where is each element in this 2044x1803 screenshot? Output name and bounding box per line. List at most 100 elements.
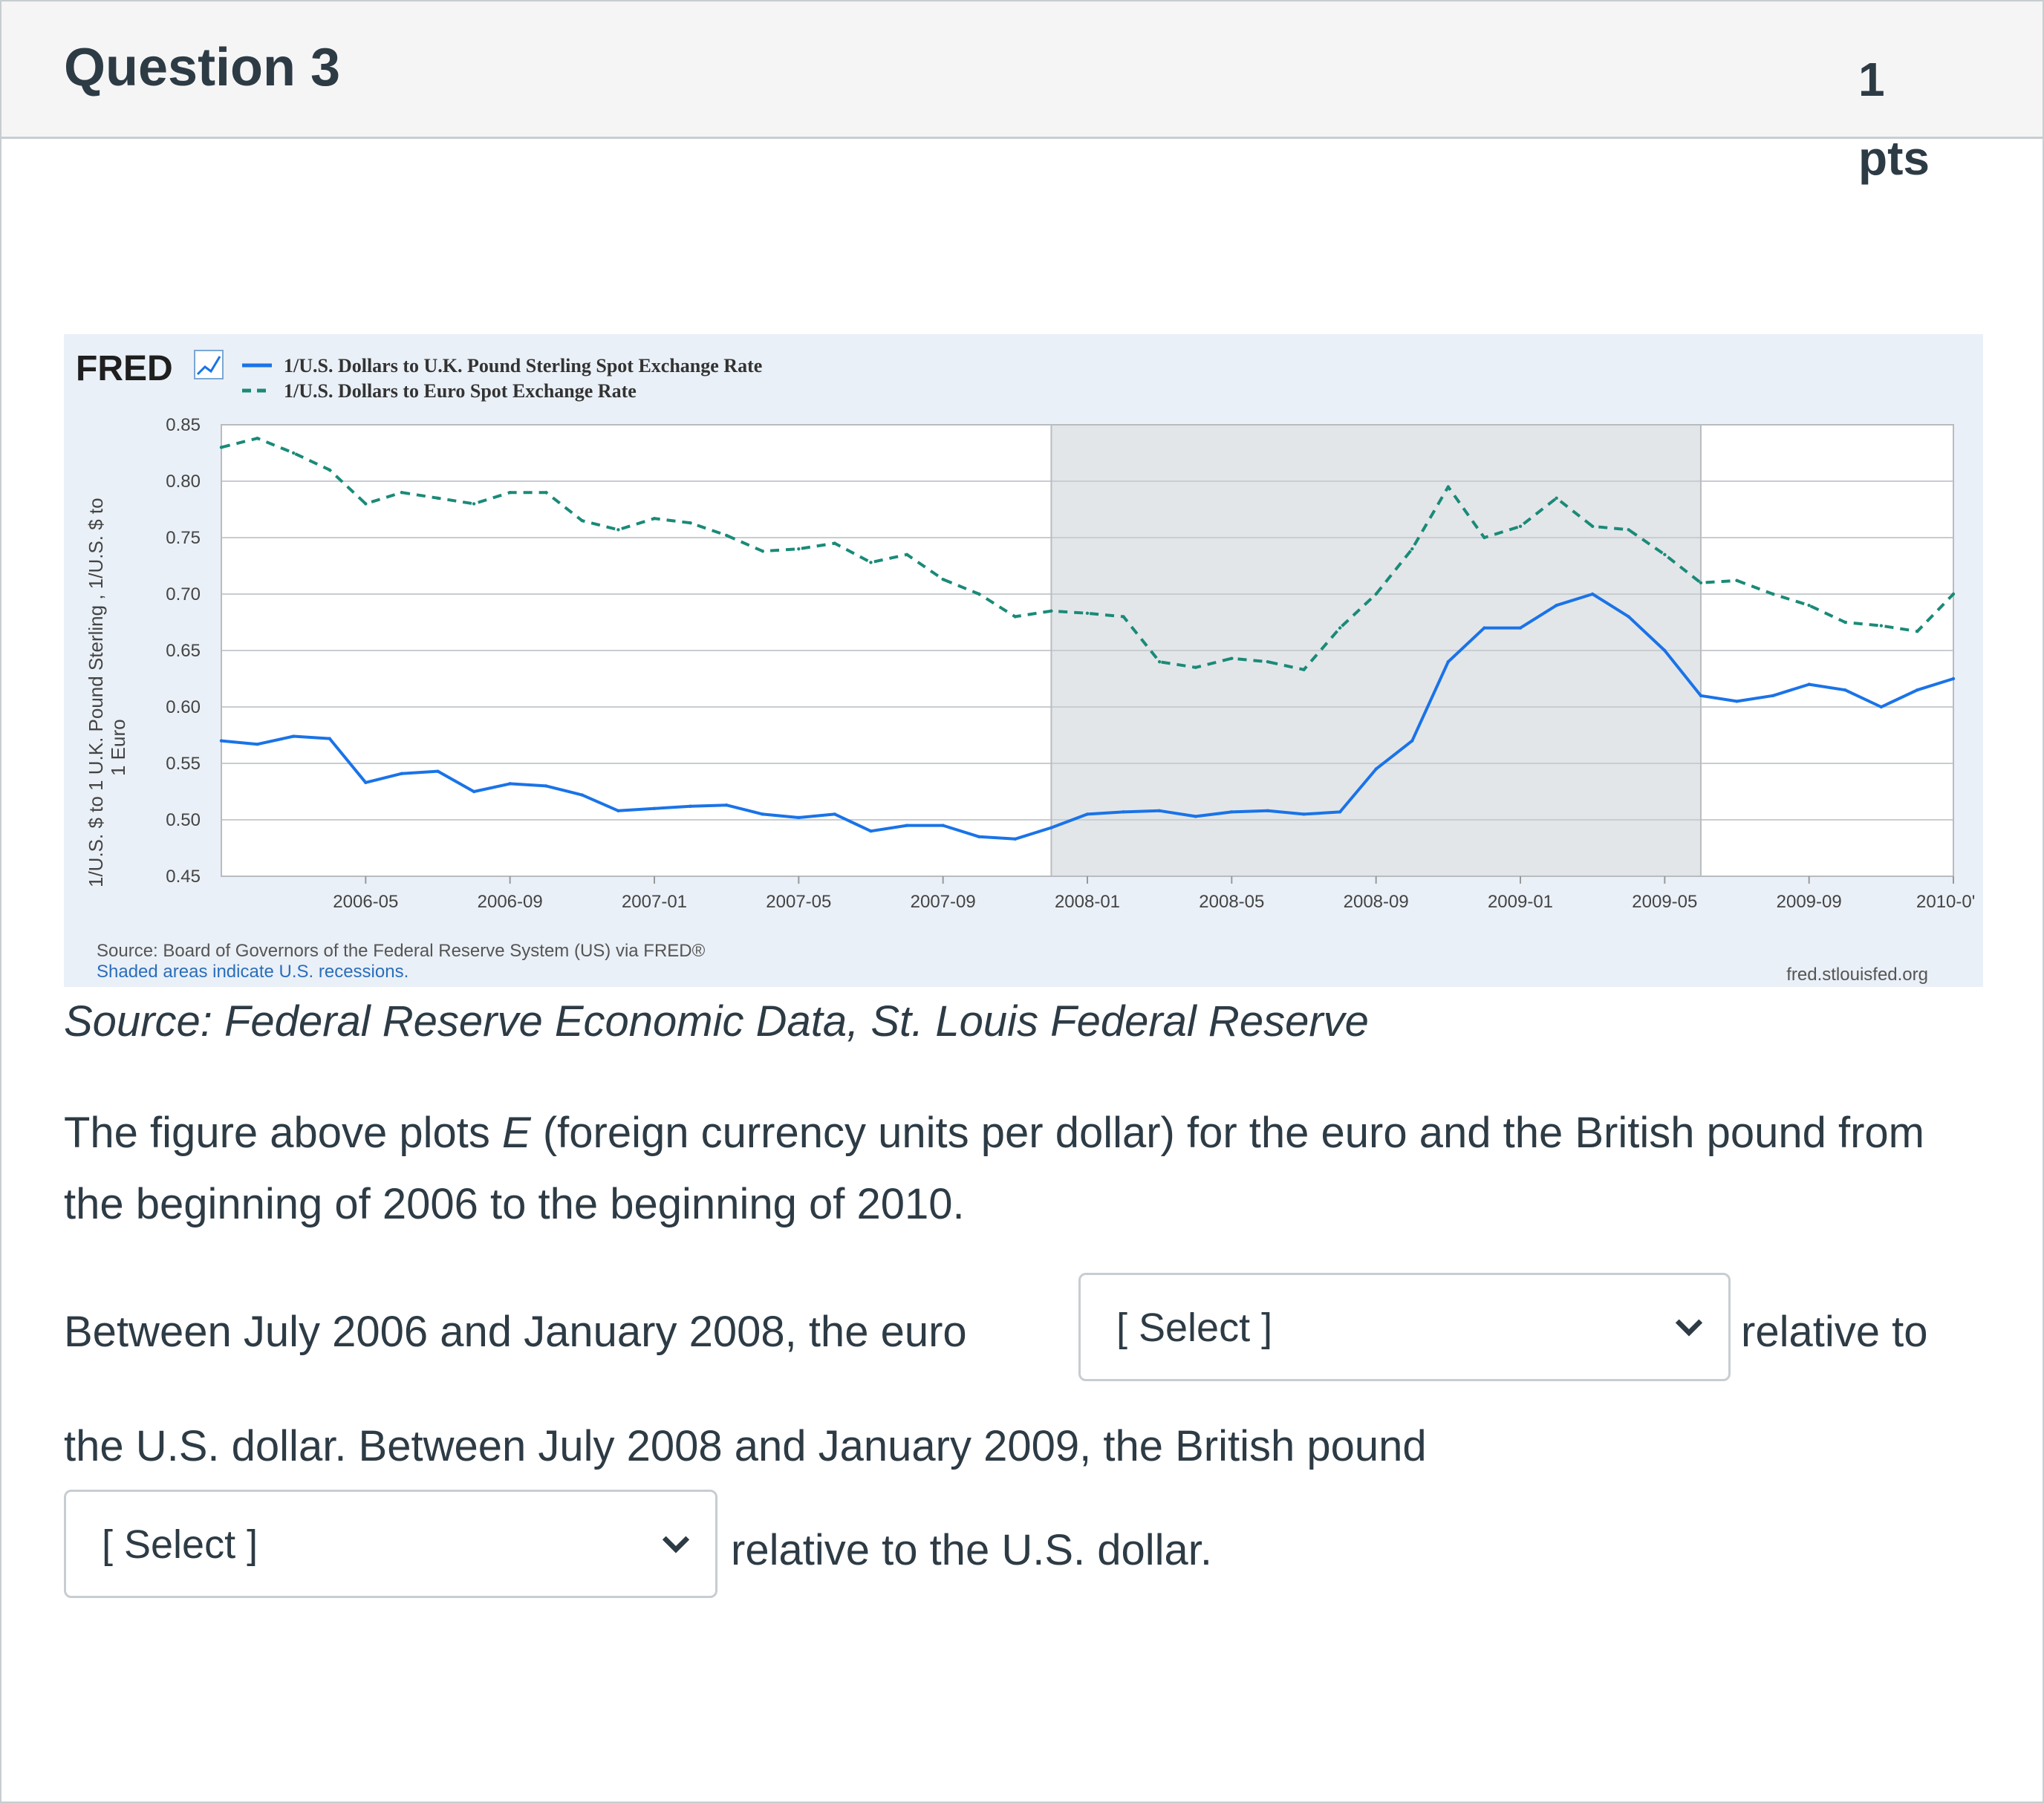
data-point (1374, 767, 1378, 771)
data-point (1410, 547, 1414, 551)
data-point (905, 552, 909, 556)
y-tick-labels: 0.45 0.50 0.55 0.60 0.65 0.70 0.75 0.80 0.85 (166, 415, 201, 887)
y-tick-label: 0.70 (166, 584, 201, 604)
data-point (1302, 812, 1306, 816)
data-point (400, 491, 404, 495)
blank-2-prefix: the U.S. dollar. Between July 2008 and J… (64, 1422, 1427, 1470)
data-point (1663, 552, 1667, 556)
data-point (689, 804, 692, 808)
x-tick-labels: 2006-05 2006-09 2007-01 2007-05 2007-09 2008-… (333, 876, 1975, 912)
data-point (797, 815, 801, 820)
data-point (1013, 837, 1018, 841)
y-tick-label: 0.60 (166, 697, 201, 717)
x-tick-label: 2006-05 (333, 892, 398, 912)
data-point (328, 468, 331, 472)
data-point (1771, 592, 1775, 596)
blank-1-prefix: Between July 2006 and January 2008, the … (64, 1308, 967, 1356)
x-tick-label: 2008-09 (1344, 892, 1409, 912)
data-point (652, 806, 657, 810)
data-point (869, 829, 873, 833)
data-point (256, 742, 259, 746)
y-axis-label-line2: 1 Euro (107, 719, 129, 776)
y-tick-label: 0.65 (166, 641, 201, 661)
y-tick-label: 0.50 (166, 810, 201, 830)
x-tick-label: 2008-05 (1199, 892, 1264, 912)
data-point (1555, 604, 1558, 607)
data-point (1916, 688, 1919, 692)
data-point (508, 491, 512, 495)
question-title: Question 3 (64, 38, 341, 97)
line-chart-icon (194, 350, 224, 379)
answer-select-2[interactable]: [ Select ] (64, 1490, 717, 1598)
data-point (1338, 810, 1342, 814)
data-point (580, 793, 585, 797)
data-point (1230, 656, 1234, 660)
data-point (436, 496, 440, 500)
answer-select-1[interactable]: [ Select ] (1078, 1273, 1731, 1381)
data-point (1446, 660, 1451, 664)
series-layer (219, 437, 1956, 841)
fred-site-link[interactable]: fred.stlouisfed.org (1786, 965, 1928, 985)
data-point (1663, 648, 1667, 653)
data-point (1122, 810, 1125, 814)
data-point (1157, 809, 1162, 813)
data-point (1266, 809, 1270, 813)
x-tick-label: 2010-0' (1916, 892, 1975, 912)
data-point (1627, 615, 1630, 619)
x-tick-label: 2009-05 (1632, 892, 1697, 912)
legend-label-gbp: 1/U.S. Dollars to U.K. Pound Sterling Sp… (284, 355, 762, 376)
data-point (219, 446, 224, 449)
data-point (1879, 624, 1884, 627)
figure-caption: Source: Federal Reserve Economic Data, S… (64, 997, 1369, 1046)
data-point (1699, 694, 1703, 697)
data-point (833, 541, 837, 545)
recession-note: Shaded areas indicate U.S. recessions. (97, 962, 409, 982)
data-point (1879, 705, 1884, 709)
data-point (1194, 665, 1197, 669)
data-point (616, 809, 620, 813)
y-tick-label: 0.55 (166, 754, 201, 774)
y-tick-label: 0.75 (166, 528, 201, 548)
data-point (1049, 609, 1053, 613)
data-point (941, 824, 945, 827)
question-paragraph: The figure above plots E (foreign curren… (64, 1098, 1980, 1240)
data-point (1194, 815, 1197, 818)
data-point (1157, 660, 1162, 664)
chart-svg: 0.45 0.50 0.55 0.60 0.65 0.70 0.75 0.80 0.85 200… (64, 334, 1983, 987)
data-point (1374, 592, 1378, 596)
data-point (472, 789, 476, 794)
data-point (328, 737, 331, 740)
data-point (1410, 739, 1414, 743)
data-point (616, 528, 620, 532)
data-point (689, 521, 692, 525)
data-point (1735, 700, 1739, 703)
data-point (1518, 524, 1523, 528)
data-point (1482, 535, 1486, 540)
x-tick-label: 2008-01 (1055, 892, 1120, 912)
data-point (291, 451, 296, 455)
data-point (1338, 626, 1342, 630)
data-point (400, 772, 404, 775)
data-point (1590, 592, 1595, 596)
data-point (652, 516, 657, 521)
y-tick-label: 0.80 (166, 472, 201, 492)
data-point (1916, 629, 1919, 633)
data-point (1627, 528, 1630, 532)
data-point (977, 835, 981, 838)
data-point (1013, 615, 1018, 619)
series-gbp (219, 592, 1956, 841)
fred-logo-text: FRED (76, 349, 173, 388)
data-point (1843, 620, 1847, 625)
data-point (219, 739, 224, 743)
chevron-down-icon (662, 1536, 690, 1553)
para-text-pre: The figure above plots (64, 1109, 503, 1157)
data-point (1518, 626, 1523, 630)
data-point (1049, 826, 1053, 829)
data-point (472, 502, 476, 506)
data-point (364, 780, 368, 785)
chart-source-note: Source: Board of Governors of the Federa… (97, 941, 706, 961)
data-point (1122, 615, 1125, 619)
x-tick-label: 2006-09 (478, 892, 543, 912)
data-point (544, 491, 548, 495)
x-tick-label: 2009-09 (1777, 892, 1842, 912)
